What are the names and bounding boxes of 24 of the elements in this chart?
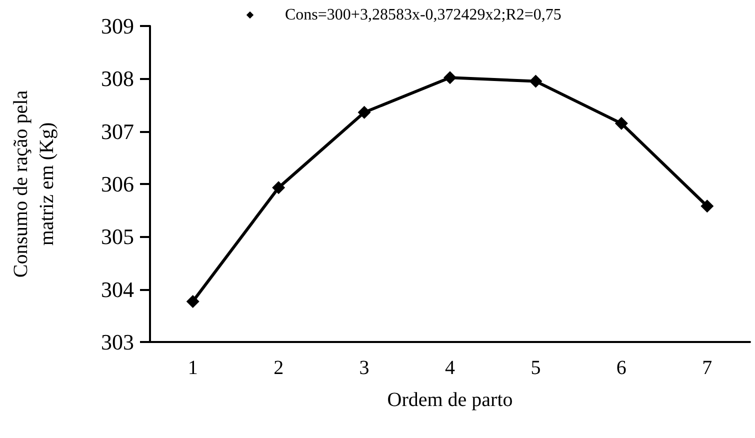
x-tick-label: 2: [274, 357, 284, 379]
y-tick-label: 307: [101, 118, 134, 144]
point: [358, 106, 371, 119]
point: [614, 116, 628, 130]
x-tick-label: 3: [359, 357, 370, 379]
y-tick-label: 304: [101, 276, 134, 302]
x-tick-label: 5: [530, 357, 541, 379]
x-tick-label: 6: [616, 357, 626, 379]
y-axis-title: Consumo de ração pela matriz em (Kg): [10, 90, 58, 278]
point: [186, 294, 200, 308]
y-tick-label: 305: [101, 224, 134, 250]
point: [529, 74, 542, 88]
y-tick-label: 306: [101, 172, 134, 196]
point: [444, 71, 456, 84]
y-tick-label: 303: [101, 330, 134, 354]
x-tick-label: 1: [188, 357, 198, 379]
legend-label: Cons=300+3,28583x-0,372429x2;R2=0,75: [285, 6, 562, 24]
x-tick-label: 4: [445, 357, 455, 379]
x-tick-label: 7: [702, 357, 712, 379]
y-tick-label: 308: [101, 66, 134, 92]
point: [700, 200, 714, 213]
x-axis-title: Ordem de parto: [387, 389, 513, 411]
point: [272, 181, 286, 194]
y-tick-label: 309: [101, 14, 134, 38]
